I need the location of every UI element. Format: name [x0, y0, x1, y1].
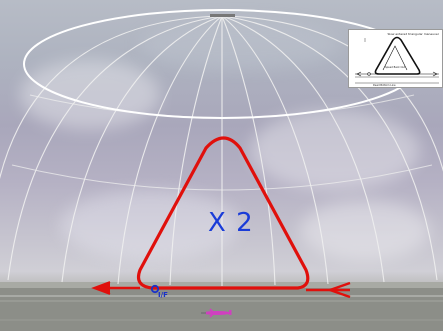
inset-arrow-icon: [432, 71, 438, 77]
cloud: [250, 110, 420, 190]
inset-marker-icon: [367, 72, 371, 76]
multiplier-label: X 2: [208, 208, 254, 238]
entry-arrow-icon: [326, 281, 351, 299]
inset-inner-triangle: [382, 45, 408, 71]
ground: [0, 284, 443, 331]
cloud: [300, 200, 430, 260]
dome-wireframe: [0, 15, 443, 286]
inset-title: Slow entered triangular maneuver: [387, 32, 439, 36]
inset-bottom-label: Dead Bottom Line: [373, 84, 396, 87]
circle-marker-icon: [150, 284, 160, 294]
inset-arrow-icon: [356, 71, 362, 77]
inset-drawing: [355, 36, 439, 84]
cloud: [20, 60, 160, 130]
triangle-maneuver-path: [136, 136, 310, 290]
exit-arrow-icon: [91, 281, 111, 295]
dome-apex: [210, 14, 235, 17]
inset-triangle: [374, 36, 421, 75]
inset-diagram: Slow entered triangular maneuver Speed B…: [348, 29, 443, 88]
aircraft-icon: [201, 308, 232, 318]
inset-side-label: Speed Back Out: [385, 66, 406, 69]
marker-label: I/F: [158, 291, 168, 299]
